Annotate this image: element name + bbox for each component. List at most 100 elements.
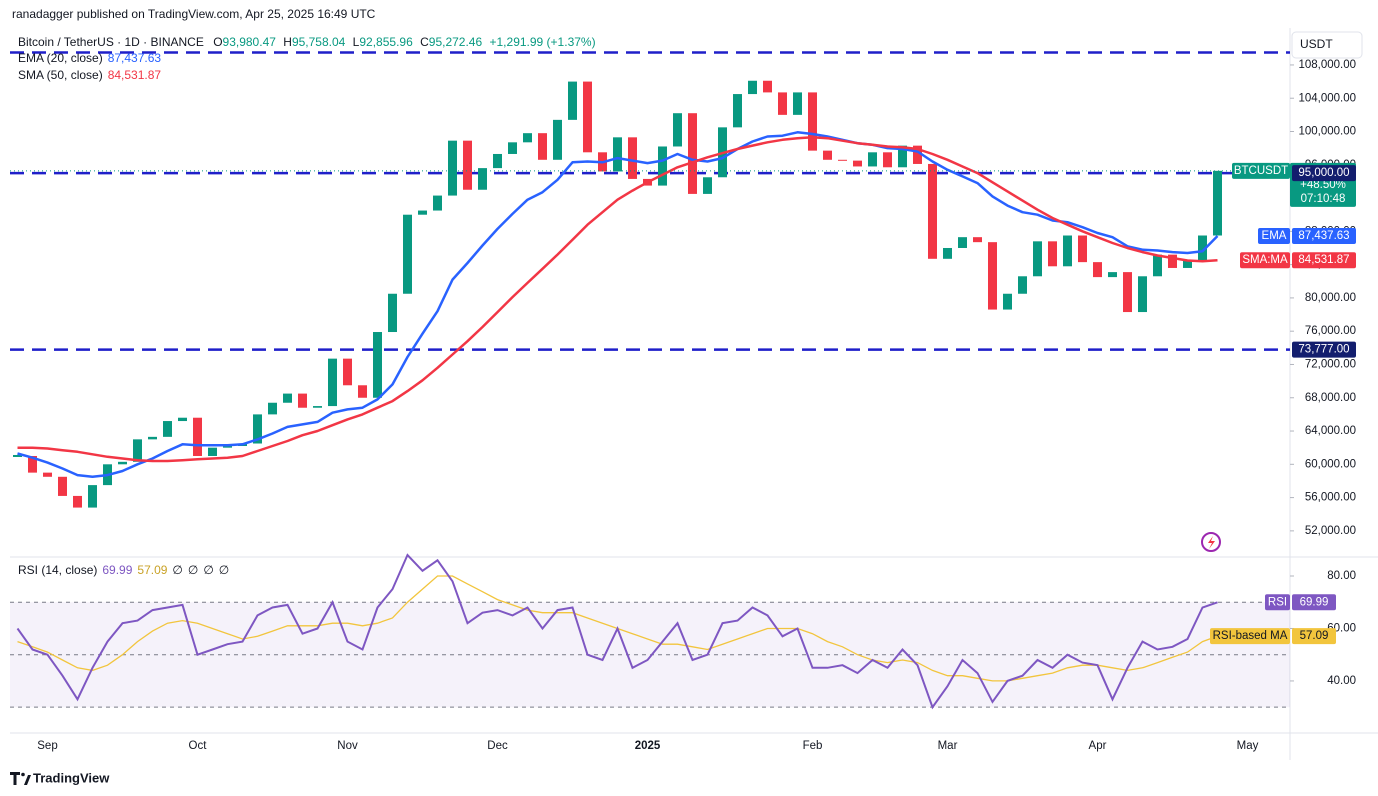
candle	[373, 332, 382, 398]
symbol-badge: BTCUSDT	[1234, 165, 1288, 177]
legend-value: 57.09	[137, 563, 167, 577]
candle	[1108, 272, 1117, 278]
candle	[1153, 254, 1162, 277]
rsi-badge-value: 57.09	[1300, 630, 1329, 642]
candle	[703, 177, 712, 194]
candle	[118, 461, 127, 465]
ema-badge-value-box	[1292, 228, 1356, 245]
countdown-badge: 07:10:48	[1301, 193, 1346, 205]
candle	[823, 150, 832, 160]
x-tick-label: Apr	[1089, 740, 1107, 752]
brand-name[interactable]: TradingView	[33, 770, 110, 785]
x-tick-label: Nov	[337, 740, 358, 752]
ohlc-value: 95,272.46	[429, 35, 483, 49]
candle	[403, 214, 412, 294]
candle	[793, 92, 802, 115]
candle	[733, 94, 742, 128]
price-change: +1,291.99 (+1.37%)	[490, 35, 596, 49]
ohlc-value: 95,758.04	[292, 35, 346, 49]
indicator-line	[17, 131, 1219, 479]
rsi-badge-value-box	[1292, 594, 1336, 611]
rsi-badge-value-box	[1292, 628, 1336, 645]
legend-value: ∅	[203, 563, 213, 577]
candle	[208, 447, 217, 456]
y-tick-label: 80,000.00	[1305, 292, 1356, 304]
candle	[178, 417, 187, 422]
candle	[43, 472, 52, 477]
ema-badge-value: 87,437.63	[1298, 230, 1349, 242]
candle	[538, 133, 547, 160]
x-tick-label: 2025	[635, 740, 661, 752]
x-tick-label: May	[1237, 740, 1259, 752]
candle	[313, 406, 322, 408]
candle	[778, 92, 787, 115]
candle	[163, 421, 172, 437]
rsi-badge-label-box	[1265, 594, 1290, 611]
legend-value: 84,531.87	[108, 68, 162, 82]
candle	[973, 237, 982, 243]
level-badge: 73,777.00	[1298, 344, 1349, 356]
candle	[1198, 235, 1207, 261]
candle	[808, 92, 817, 151]
y-tick-label: 108,000.00	[1298, 59, 1356, 71]
candle	[253, 414, 262, 444]
candle	[928, 163, 937, 259]
candle	[988, 242, 997, 310]
candle	[838, 159, 847, 161]
candle	[433, 195, 442, 211]
candle	[1138, 276, 1147, 313]
indicator-line	[17, 136, 1218, 463]
brand-logo[interactable]	[10, 772, 31, 785]
symbol-legend: Bitcoin / TetherUS · 1D · BINANCE O93,98…	[18, 35, 596, 49]
candle	[328, 358, 337, 407]
ohlc-key: H	[283, 35, 292, 49]
ohlc-value: 93,980.47	[223, 35, 277, 49]
ohlc-value: 92,855.96	[359, 35, 413, 49]
sma-badge-label-box	[1240, 252, 1290, 269]
sma-badge-value: 84,531.87	[1298, 254, 1349, 266]
ohlc-key: O	[213, 35, 222, 49]
candle	[913, 145, 922, 164]
candle	[1033, 241, 1042, 277]
plot-layers: 52,000.00 56,000.00 60,000.00 64,000.00 68,0…	[10, 51, 1356, 752]
candle	[223, 446, 232, 448]
y-tick-label: 100,000.00	[1298, 126, 1356, 138]
candle	[673, 113, 682, 147]
ohlc-key: L	[353, 35, 360, 49]
candle	[1213, 170, 1222, 236]
candle	[1168, 254, 1177, 268]
candle	[1018, 276, 1027, 294]
candle	[193, 417, 202, 456]
y-tick-label: 52,000.00	[1305, 525, 1356, 537]
rsi-badge-label: RSI-based MA	[1213, 630, 1288, 642]
y-tick-label: 40.00	[1327, 675, 1356, 687]
candle	[658, 146, 667, 186]
candle	[268, 402, 277, 415]
legend-value: ∅	[219, 563, 229, 577]
candle	[868, 152, 877, 167]
candle	[523, 133, 532, 143]
candle	[418, 210, 427, 215]
alert-icon[interactable]	[1201, 532, 1221, 552]
x-tick-label: Feb	[803, 740, 823, 752]
level-badge-box	[1292, 165, 1356, 182]
candle	[133, 439, 142, 462]
candle	[298, 393, 307, 408]
candle	[688, 113, 697, 194]
candle	[358, 385, 367, 398]
candle	[1123, 272, 1132, 313]
rsi-badge-label: RSI	[1268, 596, 1287, 608]
candle	[1183, 260, 1192, 268]
currency-button[interactable]	[1291, 31, 1363, 59]
candle	[343, 358, 352, 386]
candle	[553, 119, 562, 160]
y-tick-label: 64,000.00	[1305, 425, 1356, 437]
ema-badge-label: EMA	[1262, 230, 1287, 242]
candle	[583, 81, 592, 153]
x-tick-label: Oct	[189, 740, 208, 752]
level-badge-box	[1292, 341, 1356, 358]
change-badge: +48.50%	[1300, 179, 1346, 191]
currency-label[interactable]: USDT	[1300, 37, 1333, 51]
x-tick-label: Dec	[487, 740, 508, 752]
